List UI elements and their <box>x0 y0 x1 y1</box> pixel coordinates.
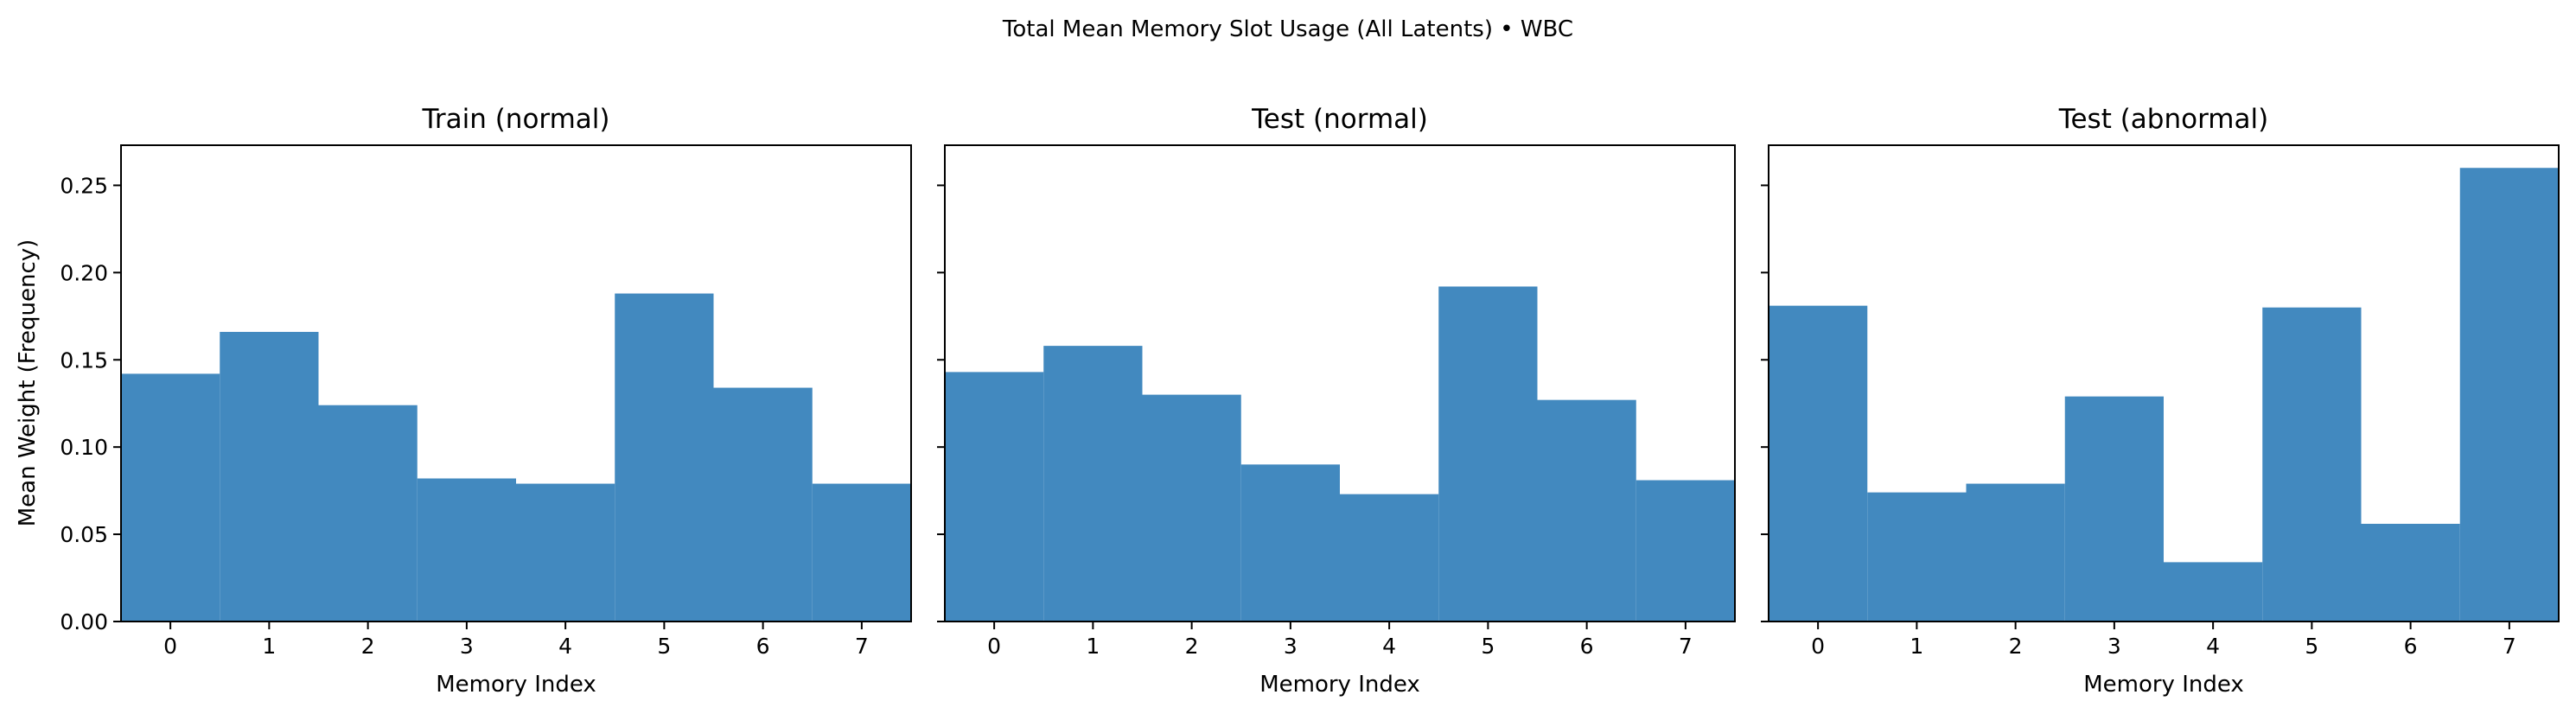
panel-train-normal-x-ticks: 0 1 2 3 4 5 6 7 <box>163 622 869 659</box>
x-tick-label: 4 <box>558 634 572 659</box>
bar-5 <box>615 293 714 622</box>
x-tick-label: 3 <box>460 634 474 659</box>
bar-4 <box>2164 562 2263 622</box>
bar-7 <box>812 483 911 622</box>
panel-test-abnormal-title: Test (abnormal) <box>2058 104 2268 135</box>
panel-test-abnormal-bars <box>1769 168 2559 622</box>
x-tick-label: 7 <box>855 634 869 659</box>
x-tick-label: 5 <box>657 634 671 659</box>
x-tick-label: 3 <box>1284 634 1298 659</box>
x-tick-label: 1 <box>1910 634 1923 659</box>
panel-test-abnormal-y-ticks <box>1761 184 1769 622</box>
x-tick-label: 1 <box>1086 634 1100 659</box>
bar-6 <box>2361 523 2460 622</box>
panel-test-normal-y-ticks <box>937 184 945 622</box>
panel-train-normal-bars <box>121 293 911 622</box>
panel-test-normal: 0 1 2 3 4 5 6 7 Test (normal) Memory Index <box>937 104 1736 698</box>
bar-3 <box>2064 396 2164 622</box>
x-tick-label: 7 <box>2503 634 2516 659</box>
bar-5 <box>2262 307 2362 622</box>
bar-2 <box>318 405 418 622</box>
bar-1 <box>1043 346 1143 622</box>
bar-0 <box>121 373 220 622</box>
bar-4 <box>1340 494 1439 622</box>
bar-0 <box>945 372 1044 622</box>
x-tick-label: 2 <box>361 634 375 659</box>
x-tick-label: 2 <box>2009 634 2023 659</box>
panel-test-normal-frame <box>944 144 1736 622</box>
panel-test-abnormal: 0 1 2 3 4 5 6 7 Test (abnormal) Memory Index <box>1761 104 2560 698</box>
bar-1 <box>220 331 319 622</box>
bar-4 <box>516 483 615 622</box>
y-tick-label: 0.15 <box>60 347 108 373</box>
bar-0 <box>1769 305 1868 622</box>
panel-test-normal-x-ticks: 0 1 2 3 4 5 6 7 <box>987 622 1693 659</box>
bar-2 <box>1966 483 2065 622</box>
x-tick-label: 3 <box>2107 634 2121 659</box>
bar-1 <box>1867 492 1967 622</box>
bar-7 <box>1636 480 1735 622</box>
x-tick-label: 0 <box>1811 634 1825 659</box>
bar-3 <box>1240 464 1340 622</box>
x-tick-label: 0 <box>163 634 177 659</box>
panel-train-normal-title: Train (normal) <box>421 104 609 135</box>
panel-train-normal: 0 1 2 3 4 5 6 7 0.00 0.05 0.10 0.15 0.20 0.25 Train … <box>15 104 912 698</box>
bar-7 <box>2459 168 2559 622</box>
y-tick-label: 0.10 <box>60 435 108 460</box>
x-tick-label: 5 <box>2305 634 2318 659</box>
x-tick-label: 1 <box>262 634 276 659</box>
bar-5 <box>1438 286 1538 622</box>
panel-train-normal-x-axis-label: Memory Index <box>436 672 596 698</box>
x-tick-label: 6 <box>1580 634 1594 659</box>
bar-6 <box>713 387 813 622</box>
x-tick-label: 6 <box>756 634 770 659</box>
panel-test-abnormal-x-axis-label: Memory Index <box>2083 672 2244 698</box>
x-tick-label: 2 <box>1185 634 1199 659</box>
panel-train-normal-y-ticks: 0.00 0.05 0.10 0.15 0.20 0.25 <box>60 173 121 634</box>
x-tick-label: 7 <box>1679 634 1693 659</box>
y-axis-label: Mean Weight (Frequency) <box>15 239 41 527</box>
panel-test-normal-title: Test (normal) <box>1251 104 1428 135</box>
panel-test-normal-bars <box>945 286 1735 622</box>
y-tick-label: 0.20 <box>60 260 108 285</box>
x-tick-label: 0 <box>987 634 1001 659</box>
panel-test-abnormal-frame <box>1768 144 2560 622</box>
bar-3 <box>417 478 516 622</box>
bar-6 <box>1537 399 1636 622</box>
y-tick-label: 0.00 <box>60 609 108 634</box>
figure-suptitle: Total Mean Memory Slot Usage (All Latent… <box>1002 16 1573 42</box>
y-tick-label: 0.05 <box>60 522 108 547</box>
x-tick-label: 5 <box>1481 634 1495 659</box>
panel-train-normal-frame <box>120 144 912 622</box>
x-tick-label: 6 <box>2404 634 2418 659</box>
x-tick-label: 4 <box>2206 634 2220 659</box>
bar-2 <box>1142 394 1241 622</box>
panel-test-abnormal-x-ticks: 0 1 2 3 4 5 6 7 <box>1811 622 2516 659</box>
panel-test-normal-x-axis-label: Memory Index <box>1259 672 1420 698</box>
y-tick-label: 0.25 <box>60 173 108 198</box>
x-tick-label: 4 <box>1382 634 1396 659</box>
